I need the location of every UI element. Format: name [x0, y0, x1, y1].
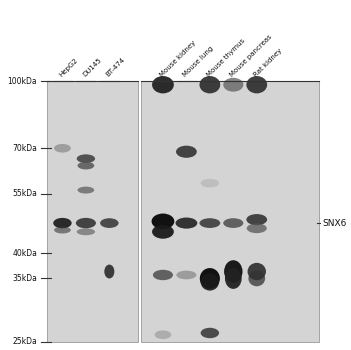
Ellipse shape [100, 218, 119, 228]
Text: HepG2: HepG2 [58, 57, 79, 78]
Ellipse shape [152, 214, 174, 229]
Ellipse shape [153, 270, 173, 280]
Ellipse shape [77, 154, 95, 163]
Bar [47, 81, 138, 342]
Ellipse shape [223, 218, 243, 228]
Text: Mouse thymus: Mouse thymus [206, 37, 246, 78]
Ellipse shape [152, 76, 174, 93]
Text: 70kDa: 70kDa [12, 144, 37, 153]
Ellipse shape [54, 144, 71, 153]
Ellipse shape [152, 225, 174, 239]
Ellipse shape [78, 162, 94, 169]
Ellipse shape [201, 273, 219, 290]
Ellipse shape [201, 328, 219, 338]
Text: 55kDa: 55kDa [12, 189, 37, 198]
Ellipse shape [104, 265, 114, 279]
Text: BT-474: BT-474 [105, 56, 126, 78]
Ellipse shape [223, 78, 243, 92]
Ellipse shape [249, 271, 265, 286]
Ellipse shape [199, 76, 220, 93]
Ellipse shape [247, 223, 267, 233]
Ellipse shape [53, 218, 72, 228]
Text: SNX6: SNX6 [322, 219, 346, 228]
Ellipse shape [76, 218, 96, 228]
Ellipse shape [176, 146, 197, 158]
Ellipse shape [77, 228, 95, 235]
Ellipse shape [246, 76, 267, 93]
Ellipse shape [176, 271, 197, 279]
Ellipse shape [224, 260, 243, 283]
Ellipse shape [176, 218, 197, 229]
Text: Mouse lung: Mouse lung [182, 45, 215, 78]
Ellipse shape [54, 226, 71, 233]
Text: Mouse pancreas: Mouse pancreas [229, 33, 273, 78]
Text: 100kDa: 100kDa [8, 77, 37, 86]
Ellipse shape [225, 268, 242, 289]
Text: DU145: DU145 [82, 57, 102, 78]
Ellipse shape [199, 218, 220, 228]
Text: 25kDa: 25kDa [13, 337, 37, 346]
Text: 35kDa: 35kDa [12, 274, 37, 283]
Ellipse shape [154, 330, 171, 339]
Text: Rat kidney: Rat kidney [252, 47, 283, 78]
Ellipse shape [201, 179, 219, 188]
Ellipse shape [200, 268, 220, 289]
Text: 40kDa: 40kDa [12, 249, 37, 258]
Ellipse shape [247, 263, 266, 280]
Text: Mouse kidney: Mouse kidney [159, 40, 197, 78]
Ellipse shape [78, 187, 94, 194]
Ellipse shape [246, 214, 267, 225]
Bar [141, 81, 319, 342]
